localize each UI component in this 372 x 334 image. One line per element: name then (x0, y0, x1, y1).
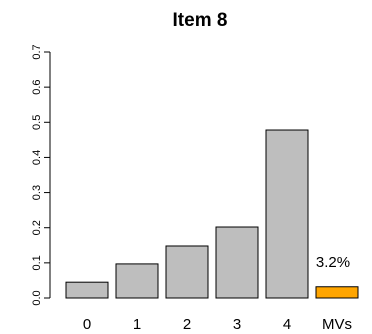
y-tick-label: 0.6 (31, 79, 43, 94)
x-tick-label: MVs (322, 316, 352, 333)
x-axis-labels: 0 1 2 3 4 MVs (83, 316, 352, 333)
x-tick-label: 4 (283, 316, 291, 333)
y-tick-label: 0.1 (31, 255, 43, 270)
y-axis: 0.0 0.1 0.2 0.3 0.4 0.5 0.6 0.7 (31, 44, 51, 306)
y-tick-label: 0.4 (31, 150, 43, 165)
bar-4 (265, 129, 309, 299)
bar-2 (165, 245, 209, 299)
x-tick-label: 2 (183, 316, 191, 333)
annotations: 3.2% (316, 254, 350, 271)
y-tick-label: 0.2 (31, 220, 43, 235)
bar-3 (215, 226, 259, 299)
bars (65, 129, 359, 299)
y-tick-label: 0.5 (31, 115, 43, 130)
y-tick-label: 0.0 (31, 290, 43, 305)
x-tick-label: 3 (233, 316, 241, 333)
bar-MVs (315, 286, 359, 299)
y-tick-label: 0.7 (31, 44, 43, 59)
y-tick-label: 0.3 (31, 185, 43, 200)
chart-title: Item 8 (173, 10, 228, 31)
missing-values-percent-label: 3.2% (316, 254, 350, 271)
x-tick-label: 0 (83, 316, 91, 333)
bar-1 (115, 263, 159, 299)
x-tick-label: 1 (133, 316, 141, 333)
bar-0 (65, 281, 109, 299)
